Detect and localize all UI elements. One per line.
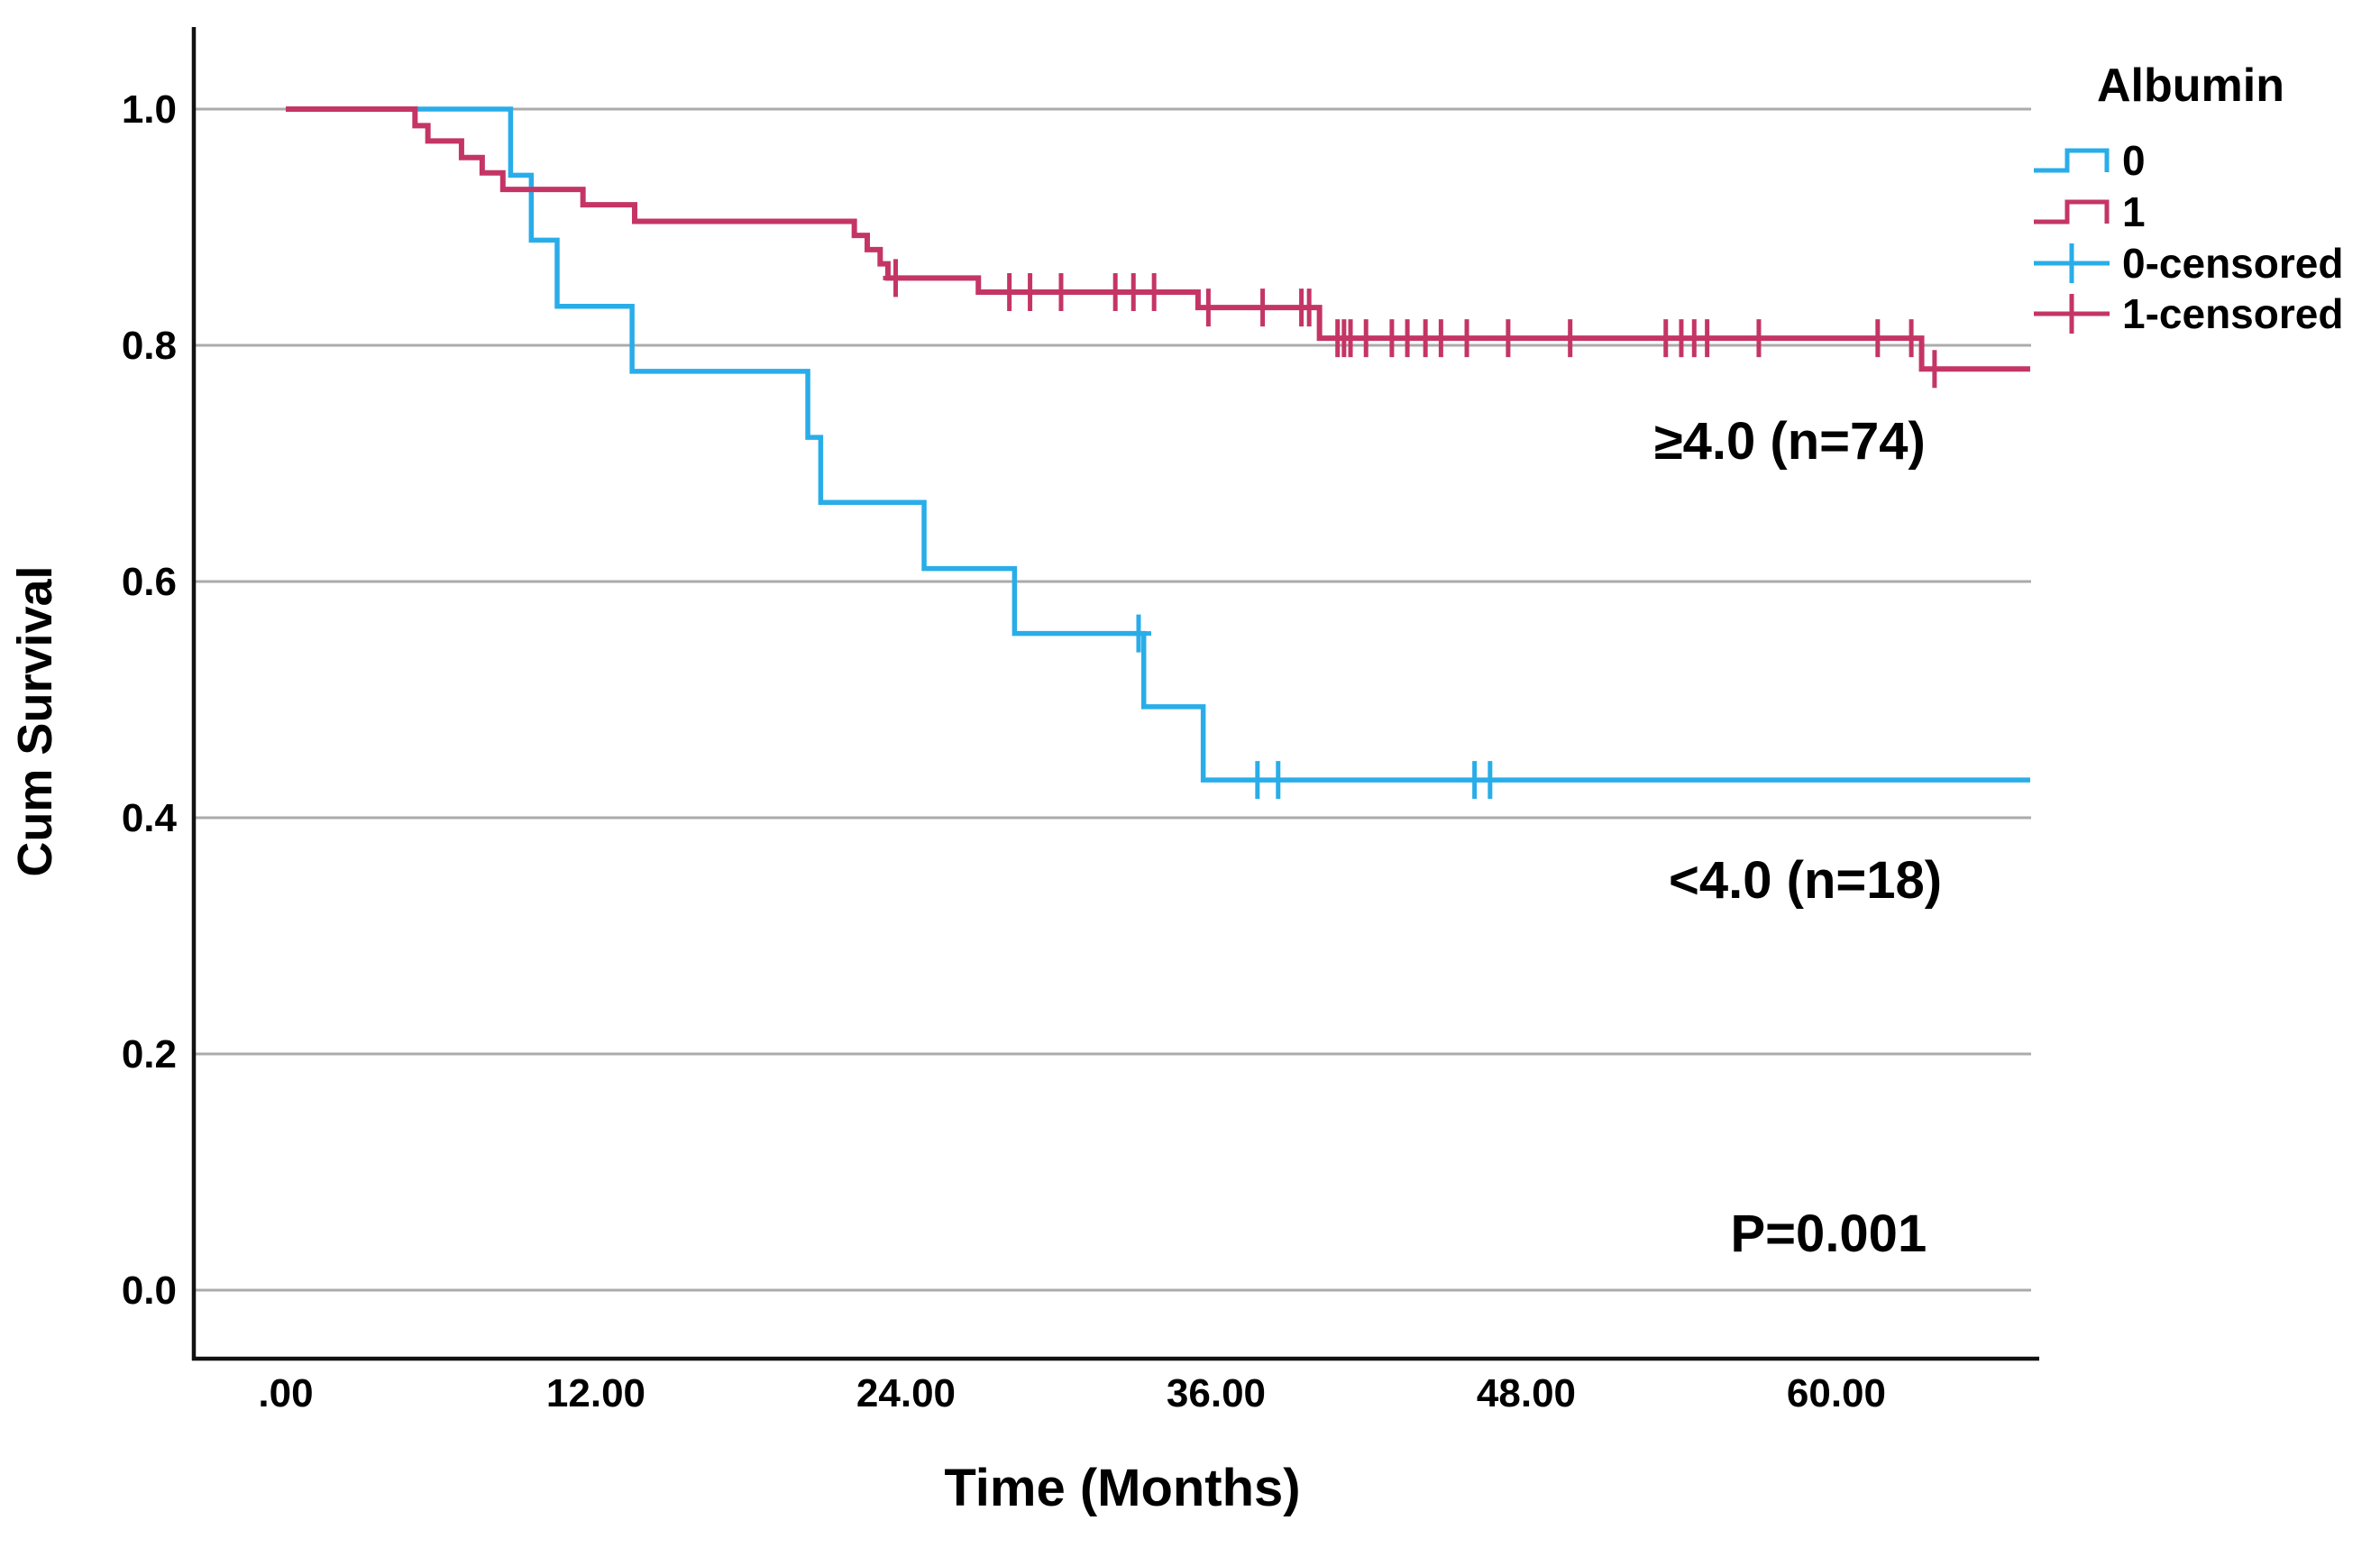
- series-1-censor-mark: [1048, 273, 1074, 312]
- censor-marks: [883, 259, 1947, 800]
- legend-step-sample-icon: [2034, 148, 2110, 173]
- x-tick-label: 48.00: [1477, 1371, 1576, 1415]
- y-tick-labels: 1.0 0.8 0.6 0.4 0.2 0.0: [122, 87, 178, 1313]
- y-tick-label: 0.8: [122, 324, 177, 368]
- x-tick-labels: .00 12.00 24.00 36.00 48.00 60.00: [258, 1371, 1886, 1415]
- series-1-censor-mark: [1495, 319, 1521, 358]
- legend-entry-label: 0-censored: [2122, 240, 2343, 287]
- annotation-0: ≥4.0 (n=74): [1654, 412, 1926, 471]
- legend-step-sample-icon: [2034, 199, 2110, 224]
- series-0-censor-mark: [1477, 761, 1503, 800]
- series-1-censor-mark: [1141, 273, 1167, 312]
- annotations: ≥4.0 (n=74) <4.0 (n=18) P=0.001: [1654, 412, 1942, 1263]
- x-tick-label: 36.00: [1167, 1371, 1266, 1415]
- series-1-censor-mark: [1428, 319, 1454, 358]
- series-1-censor-mark: [1864, 319, 1890, 358]
- series-1-censor-mark: [1921, 350, 1947, 389]
- series-1-censor-mark: [1296, 289, 1323, 327]
- x-tick-label: 24.00: [856, 1371, 956, 1415]
- legend-censor-sample-icon: [2034, 243, 2110, 283]
- series-1-censor-mark: [1454, 319, 1480, 358]
- legend-entry-label: 0: [2122, 137, 2146, 184]
- legend-entry-1-censored: 1-censored: [2034, 290, 2343, 337]
- y-tick-label: 1.0: [122, 87, 177, 132]
- series-0-curve: [286, 106, 2030, 783]
- series-0-censor-mark: [1265, 761, 1291, 800]
- survival-curves: [286, 106, 2030, 783]
- annotation-2: P=0.001: [1731, 1205, 1927, 1263]
- series-1-censor-mark: [1745, 319, 1771, 358]
- x-axis-title: Time (Months): [944, 1459, 1300, 1517]
- legend-entry-1: 1: [2034, 188, 2146, 235]
- legend-censor-sample-icon: [2034, 294, 2110, 334]
- gridlines: [196, 107, 2031, 1292]
- legend-entry-label: 1-censored: [2122, 290, 2343, 337]
- series-1-censor-mark: [1557, 319, 1583, 358]
- legend-title: Albumin: [2097, 60, 2284, 112]
- y-tick-label: 0.6: [122, 560, 177, 604]
- series-1-censor-mark: [1195, 289, 1222, 327]
- legend-entry-label: 1: [2122, 188, 2146, 235]
- series-1-curve: [286, 106, 2030, 372]
- y-axis-title: Cum Survival: [8, 565, 62, 876]
- series-1-censor-mark: [1250, 289, 1276, 327]
- series-1-censor-mark: [1899, 319, 1925, 358]
- series-1-censor-mark: [1017, 273, 1043, 312]
- y-tick-label: 0.0: [122, 1269, 177, 1313]
- y-tick-label: 0.4: [122, 796, 178, 840]
- series-0-censor-mark: [1125, 614, 1151, 653]
- series-1-censor-mark: [883, 259, 909, 298]
- series-1-censor-mark: [1694, 319, 1720, 358]
- x-tick-label: 60.00: [1787, 1371, 1886, 1415]
- legend-entry-0-censored: 0-censored: [2034, 240, 2343, 287]
- x-tick-label: .00: [258, 1371, 313, 1415]
- legend-entry-0: 0: [2034, 137, 2146, 184]
- x-tick-label: 12.00: [546, 1371, 645, 1415]
- series-1-censor-mark: [1353, 319, 1379, 358]
- annotation-1: <4.0 (n=18): [1669, 851, 1942, 910]
- y-tick-label: 0.2: [122, 1032, 177, 1076]
